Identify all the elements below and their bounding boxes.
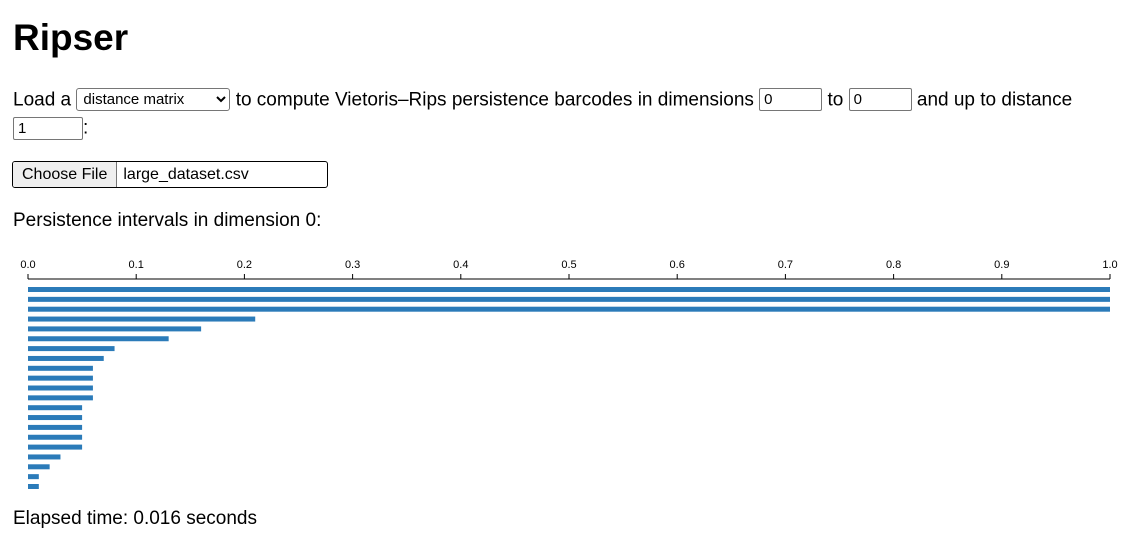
- persistence-bar: [28, 336, 169, 342]
- persistence-bar: [28, 296, 1110, 302]
- x-tick-label: 0.8: [886, 259, 901, 271]
- persistence-bar: [28, 365, 93, 371]
- persistence-bar: [28, 424, 83, 430]
- persistence-bar: [28, 355, 104, 361]
- persistence-bar: [28, 306, 1110, 312]
- persistence-bar: [28, 464, 50, 470]
- x-axis: 0.0 0.1 0.2 0.3 0.4 0.5 0.6 0.7 0.8 0.9 1.0: [20, 259, 1118, 280]
- threshold-input[interactable]: [13, 116, 83, 140]
- persistence-bar: [28, 434, 83, 440]
- x-tick-label: 0.4: [453, 259, 468, 271]
- dim-max-input[interactable]: [848, 88, 912, 112]
- persistence-bar: [28, 484, 39, 489]
- selected-filename: large_dataset.csv: [123, 166, 249, 183]
- parameter-row: Load a distance matrix to compute Vietor…: [13, 86, 1133, 142]
- x-tick-label: 0.5: [561, 259, 576, 271]
- persistence-bar: [28, 415, 83, 421]
- elapsed-time: Elapsed time: 0.016 seconds: [13, 508, 257, 529]
- to-label: to: [827, 89, 844, 111]
- x-tick-label: 0.2: [237, 259, 252, 271]
- persistence-bar: [28, 454, 61, 460]
- persistence-bar: [28, 326, 202, 332]
- file-chooser[interactable]: Choose File large_dataset.csv: [12, 161, 328, 188]
- choose-file-button[interactable]: Choose File: [13, 162, 118, 187]
- x-tick-label: 0.6: [670, 259, 685, 271]
- persistence-bar: [28, 316, 256, 322]
- distance-label: and up to distance: [916, 89, 1073, 111]
- x-tick-label: 0.3: [345, 259, 360, 271]
- threshold-line: :: [13, 114, 1133, 141]
- persistence-bar: [28, 395, 93, 401]
- x-tick-label: 0.1: [129, 259, 144, 271]
- colon-label: :: [83, 117, 89, 139]
- x-tick-label: 1.0: [1102, 259, 1117, 271]
- barcode-bars: [28, 287, 1110, 489]
- persistence-bar: [28, 287, 1110, 292]
- x-tick-label: 0.7: [778, 259, 793, 271]
- dim-min-input[interactable]: [759, 88, 823, 112]
- persistence-barcode-chart: 0.0 0.1 0.2 0.3 0.4 0.5 0.6 0.7 0.8 0.9 1.0: [20, 259, 1118, 489]
- dimension-heading: Persistence intervals in dimension 0:: [13, 210, 322, 231]
- x-tick-label: 0.0: [20, 259, 35, 271]
- x-tick-label: 0.9: [994, 259, 1009, 271]
- persistence-bar: [28, 346, 115, 352]
- compute-label: to compute Vietoris–Rips persistence bar…: [235, 89, 754, 111]
- page-title: Ripser: [13, 17, 129, 58]
- persistence-bar: [28, 444, 83, 450]
- input-type-select[interactable]: distance matrix: [76, 88, 231, 112]
- persistence-bar: [28, 385, 93, 391]
- load-label: Load a: [13, 89, 72, 111]
- persistence-bar: [28, 405, 83, 411]
- persistence-bar: [28, 375, 93, 381]
- persistence-bar: [28, 474, 39, 480]
